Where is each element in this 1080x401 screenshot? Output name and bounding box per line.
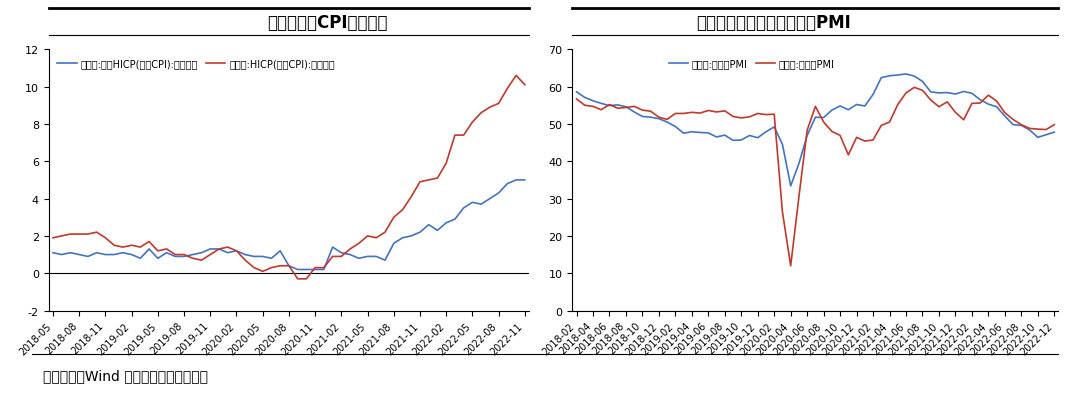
欧元区:服务业PMI [784,264,797,269]
欧元区:核心HICP(核心CPI):当月同比 [510,178,523,183]
欧元区:服务业PMI [825,130,838,134]
欧元区:HICP(调和CPI):当月同比 [221,245,234,250]
欧元区:HICP(调和CPI):当月同比 [501,87,514,92]
Text: 数据来源：Wind 广发期货发展研究中心: 数据来源：Wind 广发期货发展研究中心 [43,369,208,383]
欧元区:核心HICP(核心CPI):当月同比 [46,251,59,255]
欧元区:服务业PMI [1048,123,1061,128]
欧元区:HICP(调和CPI):当月同比 [134,245,147,250]
欧元区:服务业PMI [620,106,633,111]
欧元区:HICP(调和CPI):当月同比 [292,277,305,282]
欧元区:制造业PMI [1048,130,1061,135]
欧元区:服务业PMI [586,105,599,109]
欧元区:制造业PMI [900,72,913,77]
Line: 欧元区:制造业PMI: 欧元区:制造业PMI [577,75,1054,186]
欧元区:制造业PMI [932,91,945,96]
欧元区:核心HICP(核心CPI):当月同比 [134,256,147,261]
欧元区:服务业PMI [932,105,945,110]
欧元区:核心HICP(核心CPI):当月同比 [292,267,305,272]
欧元区:服务业PMI [693,111,706,116]
欧元区:HICP(调和CPI):当月同比 [518,83,531,88]
欧元区:制造业PMI [586,99,599,104]
欧元区:核心HICP(核心CPI):当月同比 [518,178,531,183]
欧元区:核心HICP(核心CPI):当月同比 [99,253,112,257]
欧元区:制造业PMI [570,90,583,95]
Text: 图：欧元区CPI同比增速: 图：欧元区CPI同比增速 [268,14,388,31]
欧元区:制造业PMI [620,105,633,110]
欧元区:制造业PMI [784,184,797,189]
欧元区:核心HICP(核心CPI):当月同比 [501,182,514,186]
欧元区:核心HICP(核心CPI):当月同比 [221,251,234,255]
Legend: 欧元区:制造业PMI, 欧元区:服务业PMI: 欧元区:制造业PMI, 欧元区:服务业PMI [665,55,839,73]
欧元区:核心HICP(核心CPI):当月同比 [475,202,488,207]
Legend: 欧元区:核心HICP(核心CPI):当月同比, 欧元区:HICP(调和CPI):当月同比: 欧元区:核心HICP(核心CPI):当月同比, 欧元区:HICP(调和CPI):… [54,55,339,73]
欧元区:服务业PMI [644,109,657,114]
Line: 欧元区:核心HICP(核心CPI):当月同比: 欧元区:核心HICP(核心CPI):当月同比 [53,180,525,270]
欧元区:制造业PMI [644,115,657,120]
欧元区:HICP(调和CPI):当月同比 [46,236,59,241]
欧元区:HICP(调和CPI):当月同比 [160,247,173,252]
欧元区:核心HICP(核心CPI):当月同比 [160,251,173,255]
欧元区:制造业PMI [693,131,706,136]
Line: 欧元区:HICP(调和CPI):当月同比: 欧元区:HICP(调和CPI):当月同比 [53,76,525,279]
欧元区:HICP(调和CPI):当月同比 [510,74,523,79]
欧元区:服务业PMI [908,86,921,91]
欧元区:HICP(调和CPI):当月同比 [475,111,488,116]
Line: 欧元区:服务业PMI: 欧元区:服务业PMI [577,88,1054,266]
欧元区:制造业PMI [825,108,838,113]
欧元区:服务业PMI [570,97,583,102]
Text: 图：欧元区制造业和服务业PMI: 图：欧元区制造业和服务业PMI [697,14,851,31]
欧元区:HICP(调和CPI):当月同比 [99,236,112,241]
